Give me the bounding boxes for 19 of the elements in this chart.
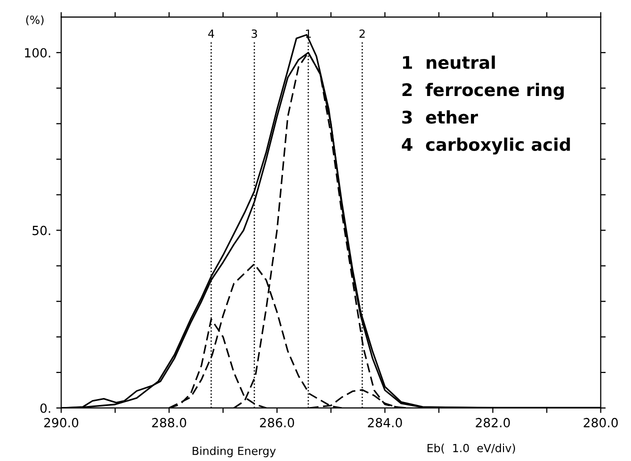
y-axis-title: (%) (26, 15, 44, 26)
x-axis-title: Binding Energy (192, 446, 276, 458)
y-tick-label: 100. (25, 48, 50, 58)
annotation: 3 ether (402, 110, 478, 124)
text: Eb( 1.0 eV/div) (428, 444, 515, 454)
x-tick-label: 290.0 (44, 418, 78, 428)
annotation: 2 (360, 29, 365, 38)
annotation: 4 carboxylic acid (402, 138, 570, 155)
annotation: 3 (252, 29, 257, 38)
x-tick-label: 282.0 (476, 418, 510, 428)
annotation: 4 (208, 30, 214, 38)
x-tick-label: 286.0 (260, 418, 294, 428)
y-tick-label: 50. (32, 226, 50, 236)
annotation: 1 neutral (403, 56, 495, 70)
x-tick-label: 288.0 (152, 418, 186, 428)
annotation: 2 ferrocene ring (402, 82, 564, 100)
x-tick-label: 284.0 (368, 418, 402, 428)
x-tick-label: 280.0 (584, 418, 618, 428)
y-tick-label: 0. (40, 403, 50, 413)
